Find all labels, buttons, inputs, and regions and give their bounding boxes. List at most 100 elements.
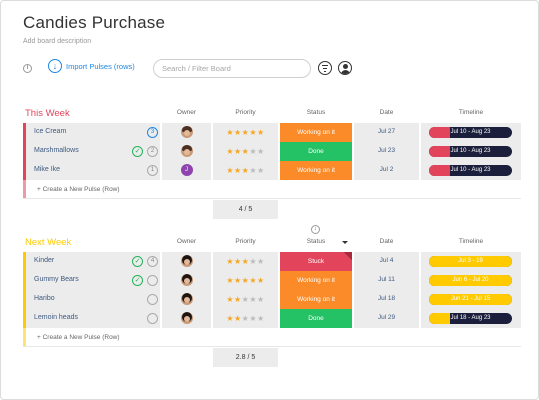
star-icon[interactable]: ★ <box>233 295 242 304</box>
status-cell[interactable]: Done <box>280 142 352 161</box>
star-icon[interactable]: ★ <box>226 295 234 304</box>
column-header-priority[interactable]: Priority <box>235 238 256 245</box>
priority-cell[interactable]: ★★★★★ <box>213 123 278 142</box>
timeline-cell[interactable]: Jul 18 - Aug 23 <box>421 309 521 328</box>
sort-icon[interactable]: ↕ <box>311 225 320 234</box>
priority-cell[interactable]: ★★★★★ <box>213 142 278 161</box>
status-cell[interactable]: Working on it <box>280 290 352 309</box>
column-header-timeline[interactable]: Timeline <box>458 238 484 245</box>
table-row[interactable]: Haribo ★★★★★ Working on it Jul 18 Jun 21 - J… <box>23 290 521 309</box>
date-cell[interactable]: Jul 18 <box>354 290 419 309</box>
board-title[interactable]: Candies Purchase <box>23 13 166 32</box>
column-header-priority[interactable]: Priority <box>235 109 256 116</box>
table-row[interactable]: Marshmallows ✓ 2 ★★★★★ Done Jul 23 Jul 10 - Au… <box>23 142 521 161</box>
star-icon[interactable]: ★ <box>257 128 265 137</box>
timeline-cell[interactable]: Jun 21 - Jul 15 <box>421 290 521 309</box>
star-icon[interactable]: ★ <box>226 276 234 285</box>
info-icon[interactable]: i <box>23 64 32 73</box>
star-icon[interactable]: ★ <box>226 166 234 175</box>
table-row[interactable]: Ice Cream 3 ★★★★★ Working on it Jul 27 Jul 10… <box>23 123 521 142</box>
star-icon[interactable]: ★ <box>241 128 250 137</box>
date-cell[interactable]: Jul 23 <box>354 142 419 161</box>
updates-count-icon[interactable]: 3 <box>147 127 158 138</box>
pulse-name[interactable]: Lemoin heads <box>34 314 78 321</box>
search-input[interactable] <box>153 59 311 78</box>
owner-cell[interactable] <box>162 309 211 328</box>
column-header-status[interactable]: Status <box>306 109 326 116</box>
timeline-cell[interactable]: Jul 10 - Aug 23 <box>421 142 521 161</box>
timeline-bar[interactable]: Jun 6 - Jul 20 <box>429 275 512 286</box>
star-icon[interactable]: ★ <box>249 314 257 323</box>
star-icon[interactable]: ★ <box>241 166 250 175</box>
timeline-cell[interactable]: Jul 10 - Aug 23 <box>421 123 521 142</box>
star-icon[interactable]: ★ <box>226 128 234 137</box>
star-icon[interactable]: ★ <box>226 314 234 323</box>
group-title[interactable]: Next Week <box>25 237 72 248</box>
star-icon[interactable]: ★ <box>233 257 242 266</box>
status-cell[interactable]: Working on it <box>280 123 352 142</box>
pulse-name[interactable]: Haribo <box>34 295 55 302</box>
star-icon[interactable]: ★ <box>249 276 257 285</box>
timeline-cell[interactable]: Jun 6 - Jul 20 <box>421 271 521 290</box>
person-icon[interactable] <box>338 61 352 75</box>
star-icon[interactable]: ★ <box>257 276 265 285</box>
star-icon[interactable]: ★ <box>241 147 250 156</box>
status-cell[interactable]: Working on it <box>280 161 352 180</box>
star-icon[interactable]: ★ <box>241 257 250 266</box>
create-pulse-label[interactable]: + Create a New Pulse (Row) <box>37 186 120 193</box>
updates-count-icon[interactable] <box>147 313 158 324</box>
date-cell[interactable]: Jul 4 <box>354 252 419 271</box>
owner-cell[interactable] <box>162 271 211 290</box>
board-description[interactable]: Add board description <box>23 38 92 45</box>
pulse-name[interactable]: Gummy Bears <box>34 276 79 283</box>
star-icon[interactable]: ★ <box>257 295 265 304</box>
timeline-bar[interactable]: Jul 10 - Aug 23 <box>429 146 512 157</box>
star-icon[interactable]: ★ <box>233 166 242 175</box>
star-icon[interactable]: ★ <box>233 128 242 137</box>
pulse-name[interactable]: Ice Cream <box>34 128 67 135</box>
star-icon[interactable]: ★ <box>249 295 257 304</box>
chevron-down-icon[interactable] <box>342 241 348 244</box>
star-icon[interactable]: ★ <box>233 147 242 156</box>
star-icon[interactable]: ★ <box>257 147 265 156</box>
star-icon[interactable]: ★ <box>241 276 250 285</box>
column-header-owner[interactable]: Owner <box>176 238 197 245</box>
priority-cell[interactable]: ★★★★★ <box>213 252 278 271</box>
table-row[interactable]: Gummy Bears ✓ ★★★★★ Working on it Jul 11 Jun … <box>23 271 521 290</box>
priority-cell[interactable]: ★★★★★ <box>213 161 278 180</box>
updates-count-icon[interactable]: 4 <box>147 256 158 267</box>
updates-count-icon[interactable]: 1 <box>147 165 158 176</box>
timeline-bar[interactable]: Jul 10 - Aug 23 <box>429 127 512 138</box>
timeline-bar[interactable]: Jul 18 - Aug 23 <box>429 313 512 324</box>
import-pulses-button[interactable]: ↓ Import Pulses (rows) <box>48 59 135 73</box>
create-pulse-row[interactable]: + Create a New Pulse (Row) <box>23 328 521 347</box>
group-title[interactable]: This Week <box>25 108 70 119</box>
date-cell[interactable]: Jul 2 <box>354 161 419 180</box>
priority-cell[interactable]: ★★★★★ <box>213 271 278 290</box>
timeline-bar[interactable]: Jul 3 - 19 <box>429 256 512 267</box>
owner-cell[interactable] <box>162 123 211 142</box>
create-pulse-row[interactable]: + Create a New Pulse (Row) <box>23 180 521 199</box>
column-header-owner[interactable]: Owner <box>176 109 197 116</box>
star-icon[interactable]: ★ <box>257 314 265 323</box>
timeline-cell[interactable]: Jul 10 - Aug 23 <box>421 161 521 180</box>
star-icon[interactable]: ★ <box>249 166 257 175</box>
priority-cell[interactable]: ★★★★★ <box>213 290 278 309</box>
timeline-bar[interactable]: Jun 21 - Jul 15 <box>429 294 512 305</box>
create-pulse-label[interactable]: + Create a New Pulse (Row) <box>37 334 120 341</box>
updates-count-icon[interactable] <box>147 275 158 286</box>
star-icon[interactable]: ★ <box>226 257 234 266</box>
star-icon[interactable]: ★ <box>257 257 265 266</box>
owner-cell[interactable] <box>162 290 211 309</box>
name-cell[interactable]: Gummy Bears ✓ <box>23 271 160 290</box>
star-icon[interactable]: ★ <box>241 295 250 304</box>
pulse-name[interactable]: Mike Ike <box>34 166 61 173</box>
table-row[interactable]: Mike Ike 1 J ★★★★★ Working on it Jul 2 Jul 10 … <box>23 161 521 180</box>
name-cell[interactable]: Mike Ike 1 <box>23 161 160 180</box>
name-cell[interactable]: Kinder ✓ 4 <box>23 252 160 271</box>
pulse-name[interactable]: Kinder <box>34 257 55 264</box>
star-icon[interactable]: ★ <box>249 257 257 266</box>
column-header-date[interactable]: Date <box>379 109 394 116</box>
date-cell[interactable]: Jul 29 <box>354 309 419 328</box>
date-cell[interactable]: Jul 11 <box>354 271 419 290</box>
